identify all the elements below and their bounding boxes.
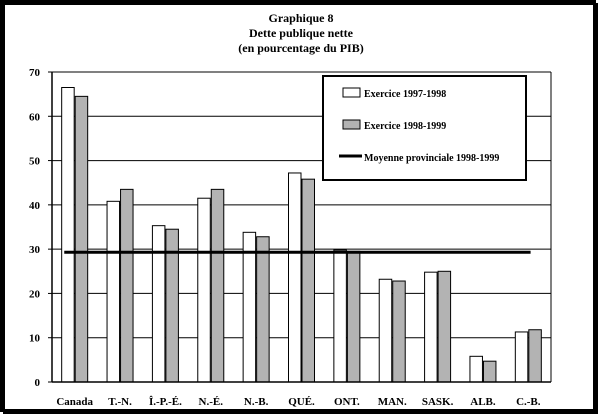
x-tick-label: QUÉ. [288,396,315,408]
y-tick-label: 70 [29,67,41,79]
bars [61,87,542,383]
x-tick-label: ONT. [334,396,360,408]
axes [51,72,552,383]
bar-1998-1999 [437,270,452,383]
bar-1998-1999 [392,280,406,383]
y-tick-label: 20 [29,288,41,300]
y-tick-label: 60 [29,111,41,123]
bar-1998-1999 [210,188,225,383]
y-tick-label: 30 [29,244,41,256]
bar-1997-1998 [242,231,257,383]
chart-title: Graphique 8 [268,11,333,25]
y-tick-label: 50 [29,156,41,168]
x-tick-label: T.-N. [108,396,132,408]
y-tick-label: 10 [29,333,41,345]
x-tick-label: MAN. [378,396,407,408]
legend-label-1998: Exercice 1998-1999 [364,121,446,132]
bar-1997-1998 [469,355,483,383]
y-tick-label: 40 [29,200,41,212]
bar-1997-1998 [424,271,438,383]
bar-1997-1998 [197,197,211,383]
bar-1997-1998 [288,172,302,383]
x-tick-label: Canada [56,396,93,408]
y-tick-label: 0 [35,377,41,389]
x-tick-label: SASK. [422,396,454,408]
x-tick-label: Î.-P.-É. [149,396,182,408]
bar-1997-1998 [106,200,121,383]
bar-1998-1999 [482,360,497,383]
bar-1998-1999 [74,95,89,383]
bar-1998-1999 [301,178,315,383]
bar-1997-1998 [333,249,347,383]
bar-1998-1999 [256,236,270,383]
legend-swatch-1997 [342,87,361,98]
chart-subtitle-units: (en pourcentage du PIB) [238,41,363,55]
x-tick-label: ALB. [470,396,496,408]
chart-subtitle: Dette publique nette [249,26,354,40]
bar-1998-1999 [528,329,542,383]
x-tick-label: C.-B. [516,396,541,408]
bar-1997-1998 [61,87,75,383]
bar-1998-1999 [346,250,361,383]
bar-1997-1998 [151,225,166,383]
chart-shadow [3,3,598,414]
legend: Exercice 1997-1998 Exercice 1998-1999 Mo… [322,75,527,181]
legend-label-1997: Exercice 1997-1998 [364,89,446,100]
legend-swatch-1998 [342,119,361,130]
x-axis-ticks: Canada T.-N. Î.-P.-É. N.-É. N.-B. QUÉ. ONT. MAN… [56,396,540,408]
x-tick-label: N.-É. [199,396,224,408]
bar-1997-1998 [378,278,393,383]
bar-1998-1999 [120,188,134,383]
bar-1997-1998 [514,331,529,383]
x-tick-label: N.-B. [244,396,269,408]
legend-label-average: Moyenne provinciale 1998-1999 [364,153,499,164]
